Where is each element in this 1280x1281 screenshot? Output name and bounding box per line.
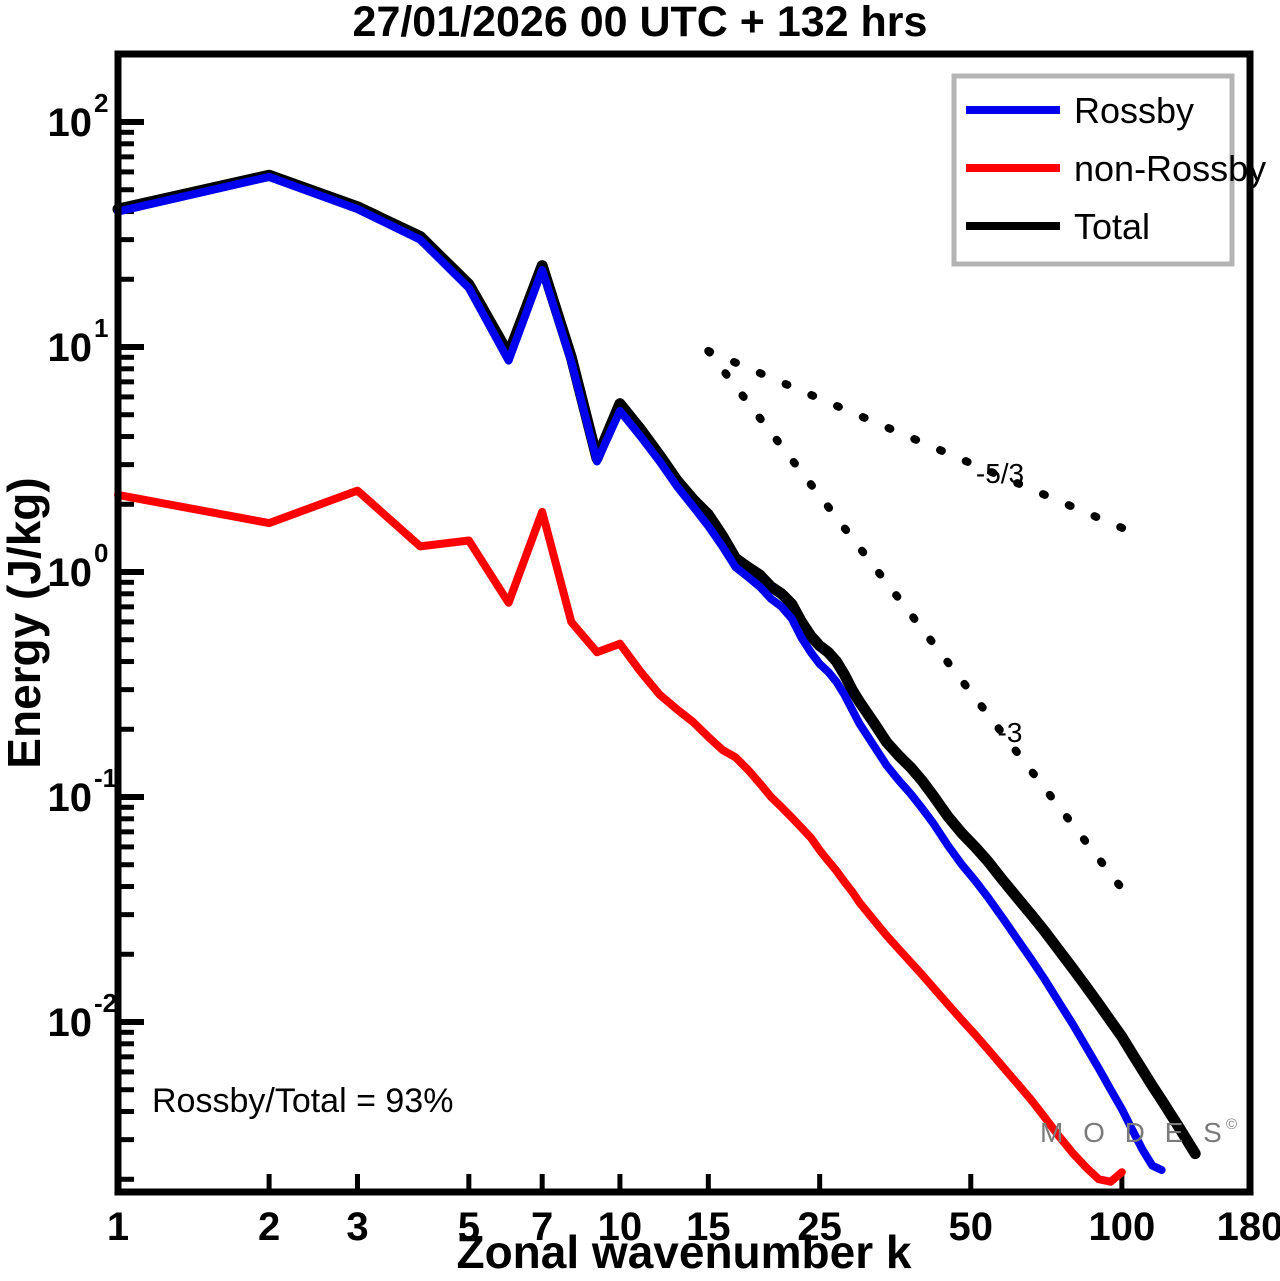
y-tick-exponent: 0 xyxy=(94,538,108,568)
page-title: 27/01/2026 00 UTC + 132 hrs xyxy=(353,0,928,46)
modes-watermark: M O D E S xyxy=(1040,1117,1228,1148)
reference-slope-line xyxy=(704,346,1137,907)
x-tick-label: 180 xyxy=(1217,1205,1280,1249)
x-tick-label: 50 xyxy=(949,1205,994,1249)
x-tick-label: 5 xyxy=(458,1205,480,1249)
y-tick-exponent: 1 xyxy=(94,313,108,343)
data-series-group xyxy=(112,169,1201,1186)
y-tick-label: 10 xyxy=(48,1001,93,1045)
y-tick-label: 10 xyxy=(48,776,93,820)
y-tick-label: 10 xyxy=(48,326,93,370)
reference-slope-lines xyxy=(704,346,1137,907)
y-tick-label: 10 xyxy=(48,101,93,145)
x-tick-label: 25 xyxy=(797,1205,842,1249)
x-axis-tick-labels: 1 2 3 5 7 10 15 25 50 100 180 xyxy=(107,1205,1280,1249)
x-tick-label: 100 xyxy=(1088,1205,1155,1249)
copyright-icon: © xyxy=(1226,1116,1237,1133)
legend-label-non-rossby: non-Rossby xyxy=(1074,148,1266,189)
x-tick-label: 2 xyxy=(258,1205,280,1249)
chart-legend: Rossby non-Rossby Total xyxy=(951,73,1266,267)
y-tick-exponent: -1 xyxy=(94,763,117,793)
legend-label-rossby: Rossby xyxy=(1074,90,1194,131)
y-tick-label: 10 xyxy=(48,551,93,595)
x-tick-label: 15 xyxy=(686,1205,731,1249)
x-tick-label: 7 xyxy=(531,1205,553,1249)
legend-label-total: Total xyxy=(1074,206,1150,247)
reference-slope-label: -3 xyxy=(998,717,1023,748)
series-line-rossby xyxy=(114,172,1166,1174)
rossby-total-annotation: Rossby/Total = 93% xyxy=(152,1082,453,1120)
x-tick-label: 1 xyxy=(107,1205,129,1249)
reference-slope-label: -5/3 xyxy=(976,458,1024,489)
x-tick-label: 3 xyxy=(346,1205,368,1249)
series-line-non-rossby xyxy=(114,486,1126,1186)
y-axis-label: Energy (J/kg) xyxy=(0,477,50,768)
y-tick-exponent: -2 xyxy=(94,988,117,1018)
y-axis-label-text: Energy (J/kg) xyxy=(0,477,50,768)
x-axis-label: Zonal wavenumber k xyxy=(456,1226,911,1278)
reference-slope-labels: -5/3 -3 xyxy=(976,458,1024,748)
plot-frame xyxy=(114,50,1254,1196)
x-tick-label: 10 xyxy=(598,1205,643,1249)
series-line-total xyxy=(112,169,1201,1160)
y-tick-exponent: 2 xyxy=(94,88,108,118)
